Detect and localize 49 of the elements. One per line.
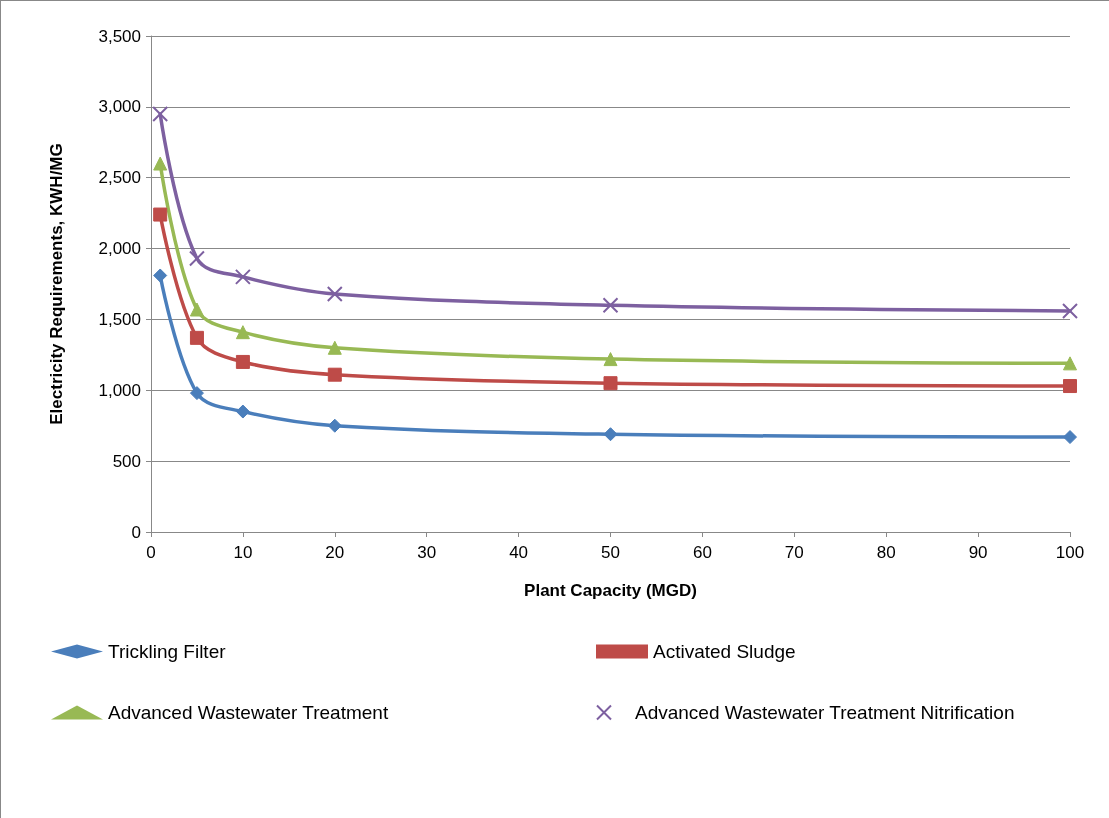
point <box>152 105 169 122</box>
point <box>1063 379 1077 394</box>
point <box>327 340 342 355</box>
point <box>235 325 250 340</box>
point <box>603 376 618 391</box>
point <box>153 207 168 222</box>
point <box>153 156 168 171</box>
y-tick-label: 1,000 <box>98 380 141 400</box>
y-tick-label: 3,000 <box>98 97 141 117</box>
y-tick-label: 2,500 <box>98 168 141 188</box>
x-axis-title: Plant Capacity (MGD) <box>524 581 697 600</box>
point <box>603 352 618 367</box>
point <box>603 427 618 442</box>
y-tick-label: 3,500 <box>98 26 141 46</box>
x-tick-label: 20 <box>325 543 345 562</box>
y-axis-title: Electricity Requirements, KWH/MG <box>47 143 66 425</box>
point <box>327 367 342 382</box>
x-tick-label: 80 <box>876 543 896 562</box>
x-tick-label: 30 <box>417 543 437 562</box>
legend-label: Advanced Wastewater Treatment Nitrification <box>635 702 1015 723</box>
x-tick-label: 0 <box>146 543 156 562</box>
point <box>1063 356 1077 371</box>
point <box>188 250 205 267</box>
y-tick-label: 2,000 <box>98 239 141 259</box>
x-tick-label: 40 <box>509 543 529 562</box>
y-tick-label: 0 <box>131 522 141 542</box>
x-tick-label: 70 <box>784 543 804 562</box>
point <box>235 404 250 419</box>
x-tick-label: 100 <box>1055 543 1085 562</box>
legend-label: Trickling Filter <box>108 641 227 662</box>
point <box>189 330 204 345</box>
y-tick-label: 500 <box>112 451 141 471</box>
point <box>602 297 619 314</box>
x-tick-label: 60 <box>692 543 712 562</box>
x-tick-label: 50 <box>601 543 620 562</box>
point <box>189 302 204 317</box>
point <box>327 418 342 433</box>
point <box>1063 430 1077 445</box>
x-tick-label: 90 <box>968 543 988 562</box>
point <box>153 268 168 283</box>
point <box>326 285 343 302</box>
x-tick-label: 10 <box>233 543 253 562</box>
legend-label: Advanced Wastewater Treatment <box>108 702 389 723</box>
point <box>189 386 204 401</box>
point <box>1062 302 1078 319</box>
point <box>235 354 250 369</box>
point <box>234 268 251 285</box>
legend-label: Activated Sludge <box>653 641 796 662</box>
y-tick-label: 1,500 <box>98 309 141 329</box>
